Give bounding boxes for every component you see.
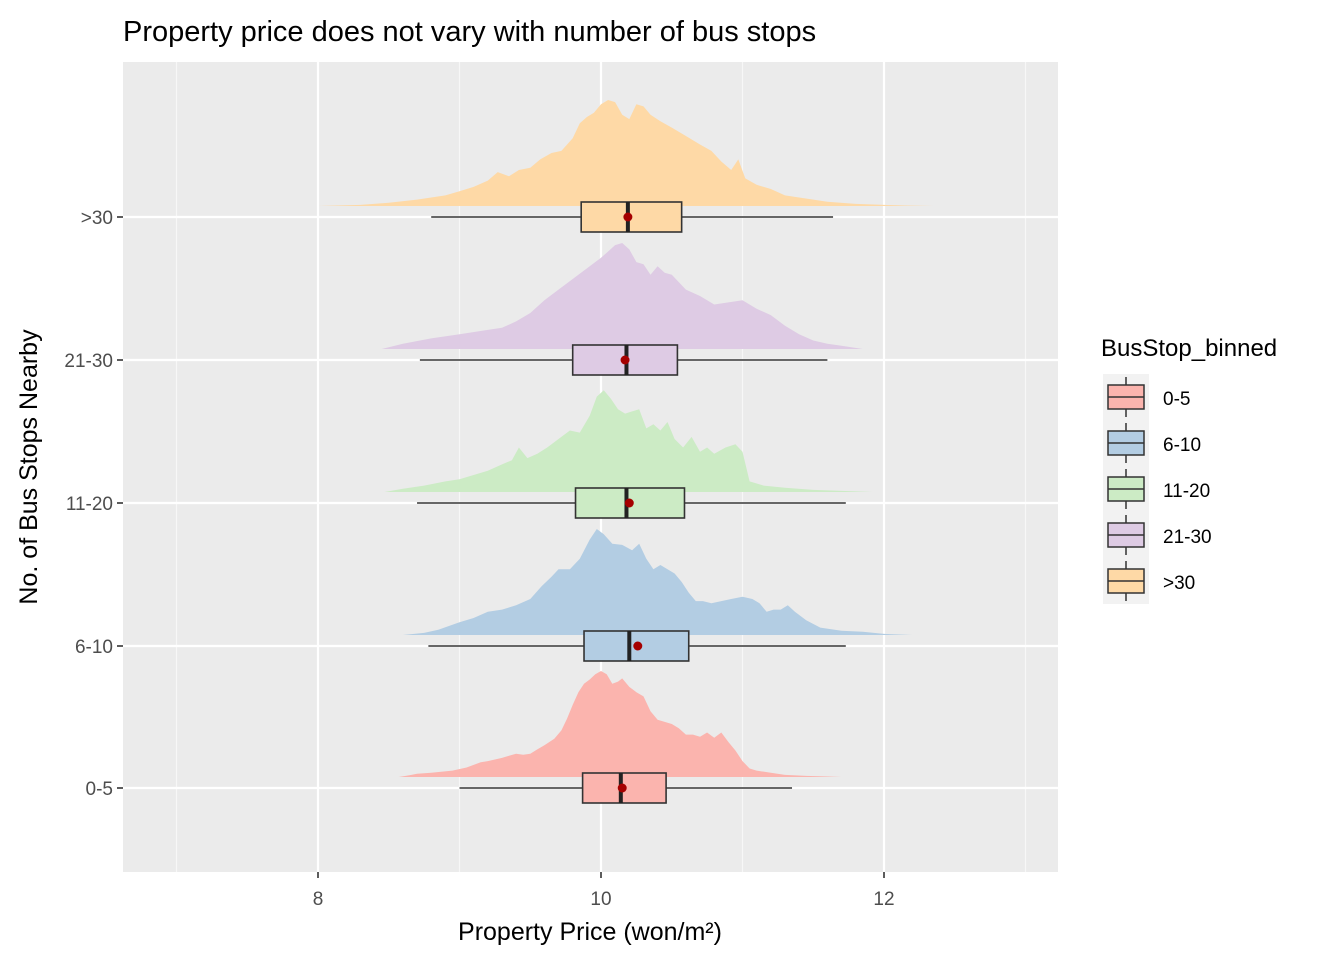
legend-label-4: >30 [1163,573,1195,594]
box-6-10 [583,630,690,662]
legend-entry-3: 21-30 [1103,512,1212,558]
legend-entry-1: 6-10 [1103,420,1201,466]
legend: BusStop_binned 0-5 6-10 11-20 21-30 >30 [1101,335,1277,604]
y-tick-label-0: 0-5 [86,779,113,800]
x-axis-title: Property Price (won/m²) [458,918,722,946]
legend-entry-0: 0-5 [1103,374,1190,420]
density-11-20 [384,390,873,492]
series-6-10 [384,529,913,662]
plot-area [123,62,1058,872]
chart-title: Property price does not vary with number… [123,16,816,48]
legend-entry-2: 11-20 [1103,466,1210,512]
density-0-5 [398,671,842,777]
y-axis: 0-5 6-10 11-20 21-30 >30 [64,208,123,800]
y-tick-label-2: 11-20 [66,494,113,515]
mean-point-6-10 [633,641,643,651]
legend-label-1: 6-10 [1163,435,1201,456]
x-axis: 8 10 12 [313,872,895,910]
density-21-30 [381,243,863,349]
series-21-30 [381,243,863,376]
series-0-5 [398,671,842,804]
density->30 [169,100,934,206]
series->30 [169,100,934,233]
x-tick-label-0: 8 [313,889,324,910]
y-tick-label-4: >30 [81,208,113,229]
density-6-10 [384,529,913,635]
legend-label-0: 0-5 [1163,389,1190,410]
mean-point-21-30 [620,355,630,365]
y-tick-label-1: 6-10 [75,637,113,658]
legend-title: BusStop_binned [1101,335,1277,362]
y-axis-title: No. of Bus Stops Nearby [15,329,43,605]
y-tick-label-3: 21-30 [64,351,113,372]
mean-point-0-5 [617,783,627,793]
legend-entries: 0-5 6-10 11-20 21-30 >30 [1103,374,1212,604]
legend-label-3: 21-30 [1163,527,1212,548]
legend-label-2: 11-20 [1163,481,1210,502]
series-11-20 [384,390,873,519]
mean-point-11-20 [624,498,634,508]
mean-point->30 [623,212,633,222]
x-tick-label-1: 10 [590,889,611,910]
legend-entry-4: >30 [1103,558,1195,604]
box-0-5 [581,772,667,804]
x-tick-label-2: 12 [873,889,894,910]
series-layer [169,100,934,804]
